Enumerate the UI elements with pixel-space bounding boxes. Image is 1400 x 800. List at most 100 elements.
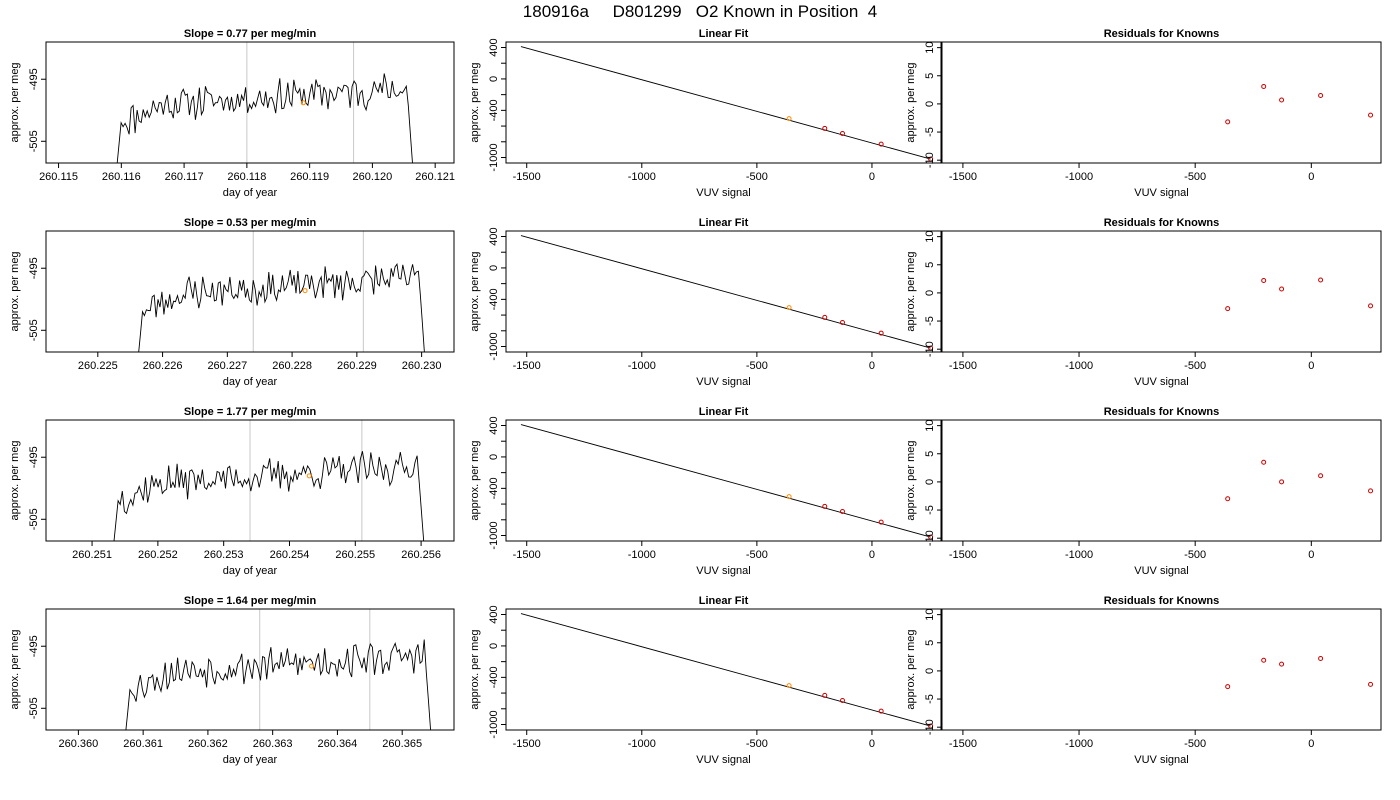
x-tick-label: -1500 [949,549,977,561]
x-tick-label: 0 [869,738,875,750]
x-tick-label: 260.116 [102,171,141,183]
plot-frame [505,419,942,542]
y-tick-label: -5 [924,505,936,515]
x-tick-label: 260.254 [270,549,310,561]
x-axis-label: VUV signal [696,187,750,199]
panel-r3-c3: Residuals for Knowns -1500 -1000 -500 0 10 5 0 -… [905,406,1382,577]
y-axis-label: approx. per meg [905,62,917,142]
data-point [878,708,884,714]
measurement-trace [138,263,425,352]
x-tick-label: 0 [869,171,875,183]
y-tick-label: -1000 [488,143,500,171]
panel-plot-area [116,73,413,163]
x-tick-label: -1500 [513,738,541,750]
x-tick-label: 260.361 [123,738,163,750]
y-tick-label: 0 [924,290,936,296]
panel-title: Residuals for Knowns [1104,406,1220,418]
data-point [822,314,828,320]
y-tick-label: 0 [488,643,500,649]
y-tick-label: -505 [28,508,40,530]
x-tick-label: -1000 [628,171,656,183]
y-tick-label: -400 [488,666,500,688]
data-point [839,131,845,137]
y-tick-label: 400 [488,38,500,56]
y-axis-label: approx. per meg [9,251,21,331]
data-point [1261,278,1267,284]
data-point [928,345,934,351]
x-axis-label: VUV signal [696,565,750,577]
panel-plot-area [113,451,425,541]
plot-frame [505,41,942,164]
x-tick-label: -1000 [1065,171,1093,183]
y-tick-label: 10 [924,420,936,432]
plot-frame [941,41,1382,164]
x-tick-label: -1500 [949,738,977,750]
data-point [1318,277,1324,283]
x-tick-label: -1500 [949,171,977,183]
panel-plot-area [138,263,425,352]
x-tick-label: 260.362 [188,738,228,750]
data-point [1279,97,1285,103]
y-tick-label: -1000 [488,521,500,549]
x-tick-label: -1500 [513,360,541,372]
x-tick-label: -500 [1184,549,1206,561]
x-tick-label: 260.120 [353,171,393,183]
x-tick-label: 260.117 [165,171,204,183]
y-axis-label: approx. per meg [469,629,481,709]
panel-plot-area [1225,83,1374,125]
y-tick-label: -10 [924,152,936,168]
plot-frame [505,608,942,731]
x-tick-label: -1000 [628,738,656,750]
fit-line [520,613,931,727]
x-tick-label: 260.227 [207,360,247,372]
y-axis-label: approx. per meg [905,251,917,331]
panel-r1-c2: Linear Fit -1500 -1000 -500 0 400 0 -400 -1000 VU… [469,28,942,199]
x-axis-label: day of year [223,565,278,577]
y-axis-label: approx. per meg [905,440,917,520]
panel-plot-area [520,235,934,351]
y-tick-label: -5 [924,127,936,137]
known-point-marker [309,663,315,669]
data-point [1279,661,1285,667]
x-axis-label: day of year [223,376,278,388]
panel-title: Residuals for Knowns [1104,595,1220,607]
x-tick-label: 0 [1308,549,1314,561]
y-tick-label: 0 [924,101,936,107]
panel-r4-c3: Residuals for Knowns -1500 -1000 -500 0 10 5 0 -… [905,595,1382,766]
panel-title: Linear Fit [699,406,749,418]
x-axis-label: VUV signal [1134,376,1188,388]
plot-frame [941,608,1382,731]
x-tick-label: -500 [1184,738,1206,750]
data-point [878,330,884,336]
y-tick-label: 5 [924,73,936,79]
x-tick-label: -1500 [949,360,977,372]
y-tick-label: -10 [924,719,936,735]
known-point-marker [306,473,312,479]
data-point [1261,657,1267,663]
x-tick-label: -500 [1184,360,1206,372]
data-point [786,305,792,311]
data-point [839,509,845,515]
plot-frame [45,419,455,542]
data-point [822,503,828,509]
panel-title: Linear Fit [699,595,749,607]
data-point [786,494,792,500]
y-axis-label: approx. per meg [469,440,481,520]
data-point [839,320,845,326]
x-tick-label: 260.226 [143,360,183,372]
plot-frame [45,41,455,164]
y-tick-label: 400 [488,605,500,623]
data-point [878,141,884,147]
x-tick-label: 260.252 [138,549,178,561]
y-tick-label: -505 [28,697,40,719]
x-axis-label: VUV signal [696,754,750,766]
x-tick-label: 260.360 [58,738,98,750]
data-point [822,125,828,131]
data-point [1225,306,1231,312]
panel-r4-c1: Slope = 1.64 per meg/min 260.360 260.361 26… [9,595,455,766]
plot-frame [45,608,455,731]
y-tick-label: 10 [924,609,936,621]
x-tick-label: -1500 [513,549,541,561]
panel-plot-area [520,613,934,729]
y-tick-label: -10 [924,341,936,357]
